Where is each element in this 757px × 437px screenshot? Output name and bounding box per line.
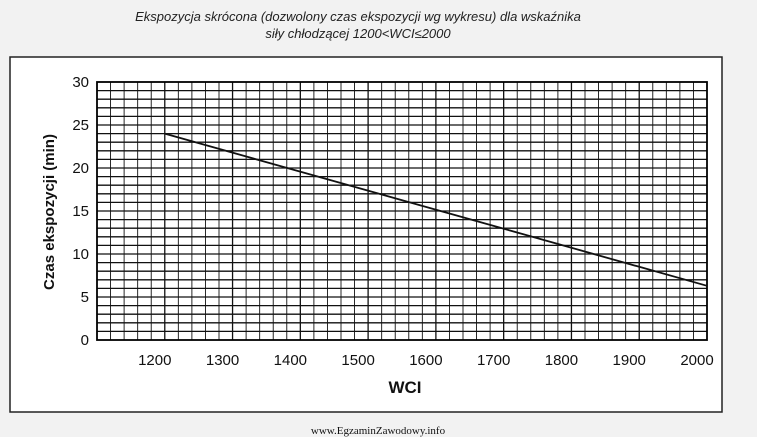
plot-area-border [96,81,708,341]
chart-title-line-2: siły chłodzącej 1200<WCI≤2000 [265,26,451,41]
y-tick-label: 20 [72,160,89,177]
y-tick-label: 0 [81,332,89,349]
y-tick-label: 5 [81,289,89,306]
y-tick-label: 10 [72,246,89,263]
series-line [164,132,708,287]
y-tick-label: 30 [72,74,89,91]
x-tick-label: 1400 [274,352,307,369]
series-layer [164,132,708,287]
x-tick-label: 1800 [545,352,578,369]
source-text: www.EgzaminZawodowy.info [311,425,446,437]
chart-title-line-1: Ekspozycja skrócona (dozwolony czas eksp… [135,9,581,24]
x-axis-label: WCI [388,378,421,397]
x-tick-label: 1300 [206,352,239,369]
axes-layer [96,81,708,341]
y-tick-label: 25 [72,117,89,134]
y-tick-label: 15 [72,203,89,220]
x-tick-label: 1600 [409,352,442,369]
tick-labels: 0 5 10 15 20 25 30 1200 1300 1400 1500 1600 1700 1800… [72,74,713,369]
x-tick-label: 1500 [341,352,374,369]
x-tick-label: 1700 [477,352,510,369]
x-tick-label: 1900 [613,352,646,369]
grid-layer [97,82,707,340]
y-axis-label: Czas ekspozycji (min) [41,134,58,290]
x-tick-label: 1200 [138,352,171,369]
x-tick-label: 2000 [680,352,713,369]
